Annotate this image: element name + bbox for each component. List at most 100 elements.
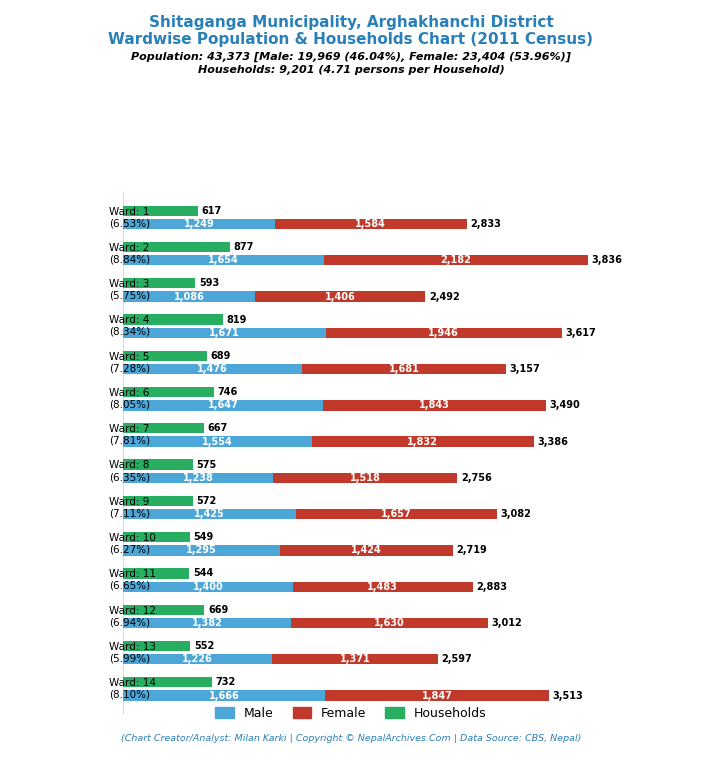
- Text: 1,832: 1,832: [407, 437, 438, 447]
- Text: 3,082: 3,082: [501, 509, 531, 519]
- Bar: [124, 509, 296, 519]
- Text: 2,182: 2,182: [440, 255, 471, 265]
- Text: Shitaganga Municipality, Arghakhanchi District: Shitaganga Municipality, Arghakhanchi Di…: [149, 15, 553, 31]
- Text: 689: 689: [211, 351, 231, 361]
- Text: Ward: 11
(6.65%): Ward: 11 (6.65%): [109, 569, 156, 591]
- Text: Ward: 2
(8.84%): Ward: 2 (8.84%): [109, 243, 150, 264]
- Bar: [124, 314, 223, 325]
- Text: 552: 552: [194, 641, 214, 651]
- Text: Households: 9,201 (4.71 persons per Household): Households: 9,201 (4.71 persons per Hous…: [198, 65, 504, 74]
- Bar: [291, 617, 488, 628]
- Bar: [124, 459, 193, 470]
- Text: 572: 572: [197, 496, 216, 506]
- Bar: [124, 473, 273, 483]
- Bar: [124, 219, 274, 229]
- Text: 617: 617: [201, 206, 222, 216]
- Bar: [124, 641, 190, 651]
- Text: Ward: 12
(6.94%): Ward: 12 (6.94%): [109, 605, 156, 627]
- Text: 2,756: 2,756: [461, 473, 491, 483]
- Text: 1,476: 1,476: [197, 364, 228, 374]
- Text: 1,654: 1,654: [208, 255, 239, 265]
- Text: 1,847: 1,847: [422, 690, 453, 700]
- Text: 1,584: 1,584: [355, 219, 386, 229]
- Text: 1,554: 1,554: [202, 437, 233, 447]
- Bar: [325, 690, 549, 700]
- Text: 877: 877: [233, 242, 253, 252]
- Bar: [280, 545, 453, 555]
- Text: 1,400: 1,400: [193, 581, 223, 591]
- Text: 1,086: 1,086: [173, 292, 204, 302]
- Text: 746: 746: [218, 387, 237, 397]
- Text: 669: 669: [208, 604, 228, 614]
- Text: 3,490: 3,490: [550, 400, 581, 410]
- Text: 1,518: 1,518: [350, 473, 380, 483]
- Text: 575: 575: [197, 459, 217, 469]
- Text: 732: 732: [216, 677, 236, 687]
- Text: Ward: 4
(8.34%): Ward: 4 (8.34%): [109, 316, 150, 337]
- Bar: [124, 581, 293, 592]
- Text: 593: 593: [199, 278, 219, 288]
- Bar: [272, 654, 438, 664]
- Bar: [124, 400, 323, 411]
- Text: 1,671: 1,671: [209, 328, 240, 338]
- Bar: [293, 581, 472, 592]
- Text: 819: 819: [226, 315, 246, 325]
- Text: 2,833: 2,833: [470, 219, 501, 229]
- Legend: Male, Female, Households: Male, Female, Households: [211, 702, 491, 725]
- Text: 3,012: 3,012: [492, 618, 522, 628]
- Bar: [124, 690, 325, 700]
- Bar: [124, 532, 190, 542]
- Text: 1,657: 1,657: [381, 509, 411, 519]
- Text: (Chart Creator/Analyst: Milan Karki | Copyright © NepalArchives.Com | Data Sourc: (Chart Creator/Analyst: Milan Karki | Co…: [121, 734, 581, 743]
- Text: Ward: 13
(5.99%): Ward: 13 (5.99%): [109, 642, 156, 664]
- Text: 2,597: 2,597: [442, 654, 472, 664]
- Text: 1,371: 1,371: [340, 654, 370, 664]
- Bar: [124, 545, 280, 555]
- Text: 549: 549: [194, 532, 213, 542]
- Bar: [124, 495, 192, 506]
- Bar: [124, 242, 230, 252]
- Bar: [124, 654, 272, 664]
- Bar: [296, 509, 497, 519]
- Bar: [274, 219, 467, 229]
- Bar: [323, 400, 546, 411]
- Text: 544: 544: [193, 568, 213, 578]
- Bar: [302, 364, 505, 374]
- Text: Ward: 1
(6.53%): Ward: 1 (6.53%): [109, 207, 150, 228]
- Bar: [124, 351, 207, 361]
- Text: 1,483: 1,483: [367, 581, 398, 591]
- Text: 3,836: 3,836: [592, 255, 623, 265]
- Text: Ward: 14
(8.10%): Ward: 14 (8.10%): [109, 678, 156, 700]
- Bar: [124, 568, 190, 578]
- Text: Population: 43,373 [Male: 19,969 (46.04%), Female: 23,404 (53.96%)]: Population: 43,373 [Male: 19,969 (46.04%…: [131, 51, 571, 61]
- Text: Ward: 5
(7.28%): Ward: 5 (7.28%): [109, 352, 150, 373]
- Bar: [324, 255, 588, 266]
- Text: 1,406: 1,406: [325, 292, 355, 302]
- Text: 1,249: 1,249: [184, 219, 214, 229]
- Bar: [255, 291, 425, 302]
- Text: Ward: 9
(7.11%): Ward: 9 (7.11%): [109, 497, 150, 518]
- Text: 1,681: 1,681: [388, 364, 419, 374]
- Text: 1,630: 1,630: [374, 618, 405, 628]
- Text: 1,647: 1,647: [208, 400, 239, 410]
- Bar: [124, 255, 324, 266]
- Bar: [124, 436, 312, 447]
- Text: Wardwise Population & Households Chart (2011 Census): Wardwise Population & Households Chart (…: [109, 32, 593, 48]
- Bar: [124, 604, 204, 615]
- Text: 1,425: 1,425: [194, 509, 225, 519]
- Text: 1,295: 1,295: [187, 545, 217, 555]
- Text: 1,666: 1,666: [209, 690, 239, 700]
- Text: 3,157: 3,157: [510, 364, 540, 374]
- Text: 1,843: 1,843: [419, 400, 450, 410]
- Bar: [124, 423, 204, 433]
- Text: Ward: 6
(8.05%): Ward: 6 (8.05%): [109, 388, 150, 409]
- Bar: [124, 677, 212, 687]
- Text: Ward: 3
(5.75%): Ward: 3 (5.75%): [109, 279, 150, 301]
- Bar: [124, 617, 291, 628]
- Text: 1,238: 1,238: [183, 473, 214, 483]
- Text: 1,424: 1,424: [351, 545, 382, 555]
- Bar: [124, 387, 213, 397]
- Bar: [124, 278, 195, 289]
- Bar: [124, 206, 198, 216]
- Text: 667: 667: [208, 423, 228, 433]
